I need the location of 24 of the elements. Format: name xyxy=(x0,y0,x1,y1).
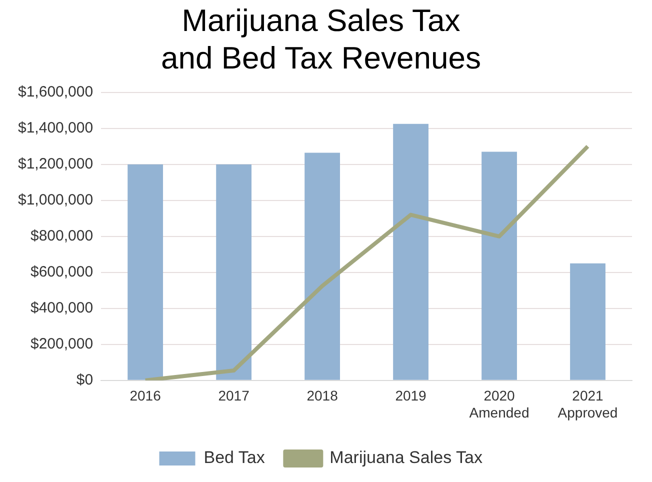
x-tick-label: 2017 xyxy=(218,388,250,404)
x-tick-label: 2016 xyxy=(130,388,162,404)
y-tick-label: $200,000 xyxy=(30,336,94,353)
chart-title: Marijuana Sales Tax and Bed Tax Revenues xyxy=(161,3,481,76)
bar xyxy=(393,124,428,380)
bar xyxy=(128,164,164,380)
y-tick-label: $600,000 xyxy=(30,264,94,281)
bar xyxy=(216,164,252,380)
y-tick-label: $0 xyxy=(76,372,94,389)
legend-label: Bed Tax xyxy=(204,448,266,468)
x-tick-label: 2018 xyxy=(306,388,338,404)
y-tick-label: $1,600,000 xyxy=(18,84,94,101)
y-tick-label: $800,000 xyxy=(30,228,94,245)
bar xyxy=(304,152,340,380)
y-tick-label: $1,200,000 xyxy=(18,156,94,173)
legend-label: Marijuana Sales Tax xyxy=(330,448,483,468)
x-tick-label: 2020 Amended xyxy=(469,388,530,420)
x-tick-label: 2021 Approved xyxy=(558,388,618,420)
y-tick-label: $1,000,000 xyxy=(18,192,94,209)
bar xyxy=(570,263,606,380)
x-tick-label: 2019 xyxy=(395,388,427,404)
y-tick-label: $400,000 xyxy=(30,300,94,317)
bar xyxy=(482,152,517,380)
y-tick-label: $1,400,000 xyxy=(18,120,94,137)
